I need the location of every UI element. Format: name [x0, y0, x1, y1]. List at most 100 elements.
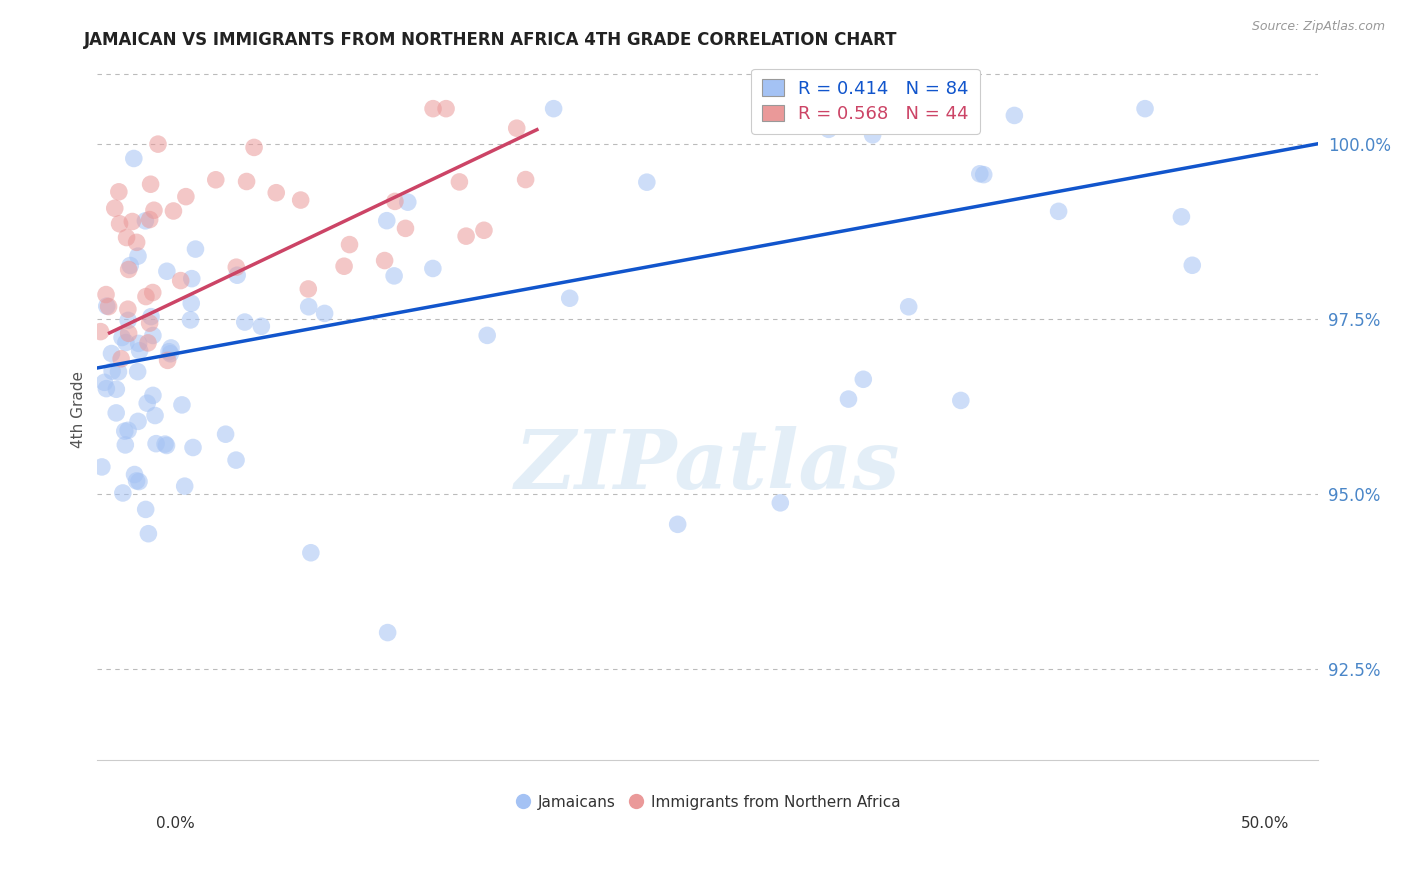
Point [124, 467, 146, 482]
Point [134, 214, 156, 228]
Point [769, 496, 792, 510]
Point [396, 195, 419, 210]
Point [105, 382, 128, 396]
Point [297, 282, 319, 296]
Point [515, 172, 537, 186]
Point [138, 526, 160, 541]
Point [135, 289, 157, 303]
Point [127, 414, 149, 428]
Text: ZIPatlas: ZIPatlas [515, 426, 901, 506]
Point [128, 336, 150, 351]
Point [117, 313, 139, 327]
Point [143, 409, 166, 423]
Point [117, 262, 139, 277]
Point [506, 121, 529, 136]
Point [127, 365, 149, 379]
Point [180, 296, 202, 310]
Point [107, 365, 129, 379]
Point [969, 167, 991, 181]
Point [138, 212, 160, 227]
Point [156, 264, 179, 278]
Point [94, 287, 117, 301]
Point [472, 223, 495, 237]
Point [394, 221, 416, 235]
Point [97, 300, 120, 314]
Point [456, 229, 478, 244]
Point [204, 173, 226, 187]
Point [90, 325, 112, 339]
Point [125, 474, 148, 488]
Point [543, 102, 565, 116]
Point [943, 102, 966, 116]
Text: Source: ZipAtlas.com: Source: ZipAtlas.com [1251, 20, 1385, 33]
Point [135, 502, 157, 516]
Point [1181, 258, 1204, 272]
Point [314, 306, 336, 320]
Point [374, 253, 396, 268]
Point [117, 302, 139, 317]
Point [146, 137, 169, 152]
Point [449, 175, 471, 189]
Point [250, 319, 273, 334]
Point [299, 546, 322, 560]
Point [93, 376, 115, 390]
Point [170, 274, 193, 288]
Point [136, 396, 159, 410]
Point [117, 423, 139, 437]
Point [104, 201, 127, 215]
Point [138, 316, 160, 330]
Point [120, 259, 142, 273]
Point [108, 217, 131, 231]
Point [115, 230, 138, 244]
Point [118, 326, 141, 341]
Point [897, 300, 920, 314]
Point [434, 102, 457, 116]
Point [127, 249, 149, 263]
Point [184, 242, 207, 256]
Point [422, 261, 444, 276]
Point [298, 300, 321, 314]
Point [90, 459, 112, 474]
Point [233, 315, 256, 329]
Point [156, 353, 179, 368]
Point [377, 625, 399, 640]
Point [339, 237, 361, 252]
Point [179, 313, 201, 327]
Point [108, 185, 131, 199]
Point [225, 453, 247, 467]
Point [139, 178, 162, 192]
Point [1133, 102, 1156, 116]
Point [160, 341, 183, 355]
Point [290, 193, 312, 207]
Point [114, 438, 136, 452]
Point [128, 475, 150, 489]
Point [155, 438, 177, 452]
Point [139, 310, 162, 324]
Point [162, 204, 184, 219]
Point [96, 382, 118, 396]
Point [181, 441, 204, 455]
Point [636, 175, 658, 189]
Text: JAMAICAN VS IMMIGRANTS FROM NORTHERN AFRICA 4TH GRADE CORRELATION CHART: JAMAICAN VS IMMIGRANTS FROM NORTHERN AFR… [84, 31, 898, 49]
Point [384, 194, 406, 209]
Point [115, 335, 138, 350]
Point [180, 271, 202, 285]
Point [862, 128, 884, 142]
Point [136, 335, 159, 350]
Point [142, 285, 165, 300]
Point [1002, 108, 1025, 122]
Point [105, 406, 128, 420]
Point [101, 364, 124, 378]
Point [382, 268, 405, 283]
Text: 50.0%: 50.0% [1241, 816, 1289, 831]
Point [121, 214, 143, 228]
Point [375, 213, 398, 227]
Point [111, 330, 134, 344]
Point [96, 299, 118, 313]
Point [264, 186, 287, 200]
Point [837, 392, 859, 406]
Legend: Jamaicans, Immigrants from Northern Africa: Jamaicans, Immigrants from Northern Afri… [509, 789, 907, 816]
Point [111, 486, 134, 500]
Point [1047, 204, 1070, 219]
Point [235, 174, 257, 188]
